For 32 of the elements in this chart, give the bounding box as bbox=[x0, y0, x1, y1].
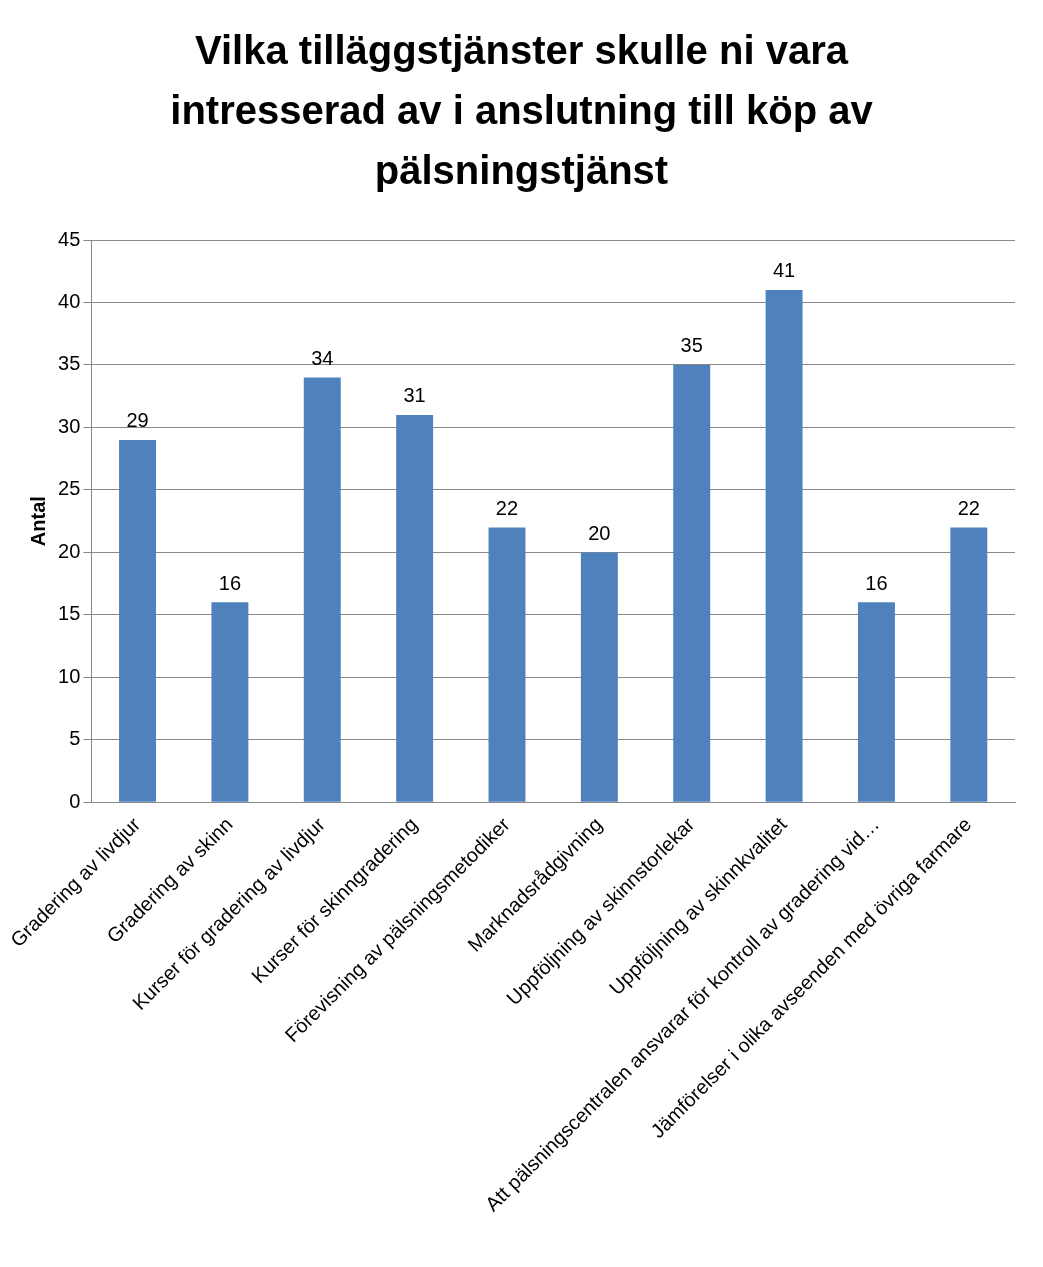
bar bbox=[765, 289, 803, 802]
data-label: 31 bbox=[403, 384, 426, 407]
y-tick-label: 25 bbox=[58, 477, 81, 500]
bar bbox=[488, 527, 526, 802]
data-label: 34 bbox=[311, 346, 334, 369]
y-axis-title: Antal bbox=[26, 496, 49, 547]
data-label: 22 bbox=[495, 496, 519, 519]
data-label: 16 bbox=[865, 571, 888, 594]
y-tick-label: 5 bbox=[69, 727, 81, 750]
data-label: 29 bbox=[126, 409, 149, 432]
bar bbox=[303, 377, 341, 802]
y-tick-label: 35 bbox=[58, 352, 81, 375]
bar bbox=[857, 602, 895, 802]
y-tick-label: 40 bbox=[58, 289, 81, 312]
y-tick-label: 0 bbox=[69, 789, 81, 812]
data-label: 41 bbox=[772, 259, 796, 282]
data-label: 20 bbox=[588, 521, 611, 544]
data-label: 16 bbox=[218, 571, 242, 594]
y-tick-label: 10 bbox=[58, 664, 81, 687]
bar bbox=[673, 364, 711, 802]
bar bbox=[211, 602, 249, 802]
y-tick-label: 45 bbox=[58, 227, 81, 250]
data-label: 35 bbox=[680, 334, 703, 357]
bar bbox=[580, 552, 618, 802]
y-tick-label: 30 bbox=[58, 414, 81, 437]
data-label: 22 bbox=[957, 496, 980, 519]
y-tick-label: 20 bbox=[58, 539, 81, 562]
y-tick-label: 15 bbox=[58, 602, 81, 625]
bar bbox=[950, 527, 988, 802]
bar bbox=[396, 414, 434, 802]
bar bbox=[119, 439, 156, 802]
chart-title: Vilka tilläggstjänster skulle ni vara intresserad av i anslutning till köp av pälsningstjänst bbox=[169, 27, 874, 194]
